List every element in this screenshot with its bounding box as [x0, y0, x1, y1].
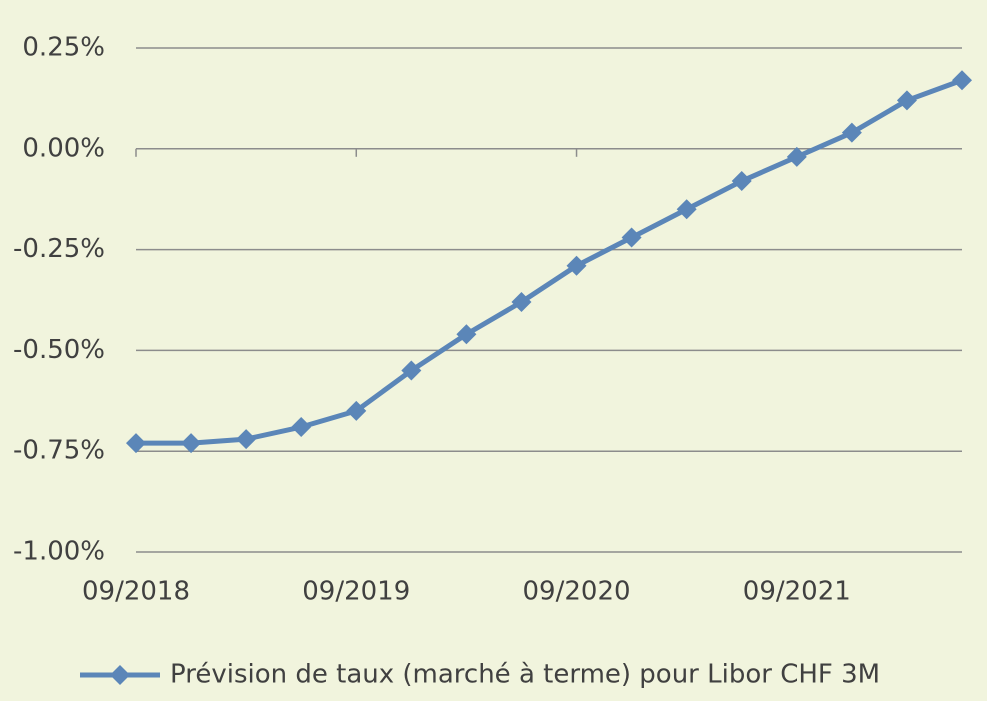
y-tick-label: -0.50% — [13, 335, 105, 365]
legend-marker — [110, 665, 130, 685]
point-marker — [731, 171, 752, 192]
x-tick-label: 09/2019 — [302, 577, 410, 607]
y-tick-label: 0.25% — [22, 33, 105, 63]
x-tick-label: 09/2020 — [523, 577, 631, 607]
x-tick-label: 09/2018 — [82, 577, 190, 607]
series-line — [136, 77, 963, 446]
point-marker — [676, 199, 697, 220]
y-tick-label: -0.25% — [13, 234, 105, 264]
y-tick-label: -0.75% — [13, 436, 105, 466]
x-tick-label: 09/2021 — [743, 577, 851, 607]
point-marker — [786, 146, 807, 167]
point-marker — [841, 122, 862, 143]
point-marker — [456, 324, 477, 345]
point-marker — [236, 429, 257, 450]
point-marker — [126, 433, 146, 454]
point-marker — [291, 417, 312, 438]
legend-label: Prévision de taux (marché à terme) pour … — [170, 660, 880, 690]
y-tick-label: 0.00% — [22, 133, 105, 163]
point-marker — [511, 292, 532, 313]
point-marker — [401, 360, 422, 381]
point-marker — [566, 255, 587, 276]
point-marker — [952, 70, 972, 91]
point-marker — [181, 433, 202, 454]
point-marker — [346, 400, 367, 421]
y-tick-label: -1.00% — [13, 537, 105, 567]
point-marker — [896, 90, 917, 111]
point-marker — [621, 227, 642, 248]
